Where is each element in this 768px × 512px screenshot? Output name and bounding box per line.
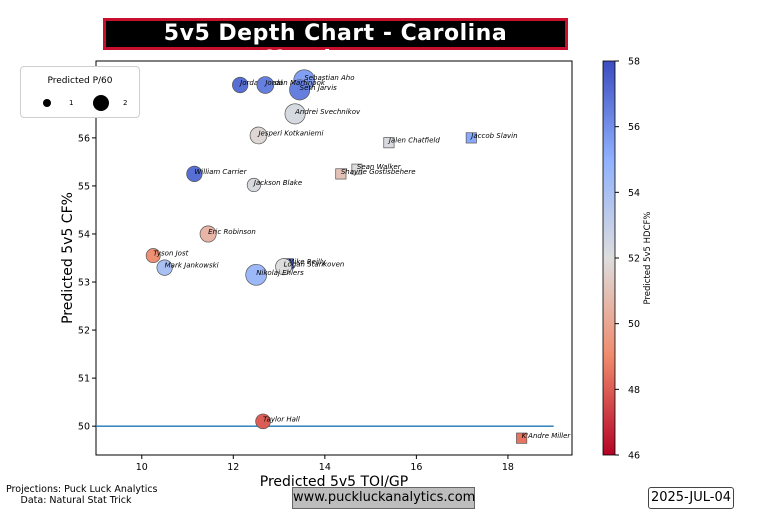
point-label-shayne-gostisbehere: Shayne Gostisbehere: [341, 168, 416, 176]
point-jalen-chatfield: [383, 137, 395, 149]
legend-marker-small: [43, 99, 51, 107]
colorbar-tick-label: 58: [628, 57, 640, 68]
point-label-jalen-chatfield: Jalen Chatfield: [387, 137, 440, 145]
colorbar-tick-label: 46: [628, 451, 640, 462]
y-tick-label: 52: [78, 326, 90, 337]
point-jordan-staal: [232, 76, 249, 94]
point-logan-stankoven: [275, 258, 293, 276]
website-badge[interactable]: www.puckluckanalytics.com: [292, 487, 475, 509]
point-nikolaj-ehlers: [245, 263, 268, 286]
point-mark-jankowski: [156, 259, 173, 276]
size-legend: Predicted P/60 1 2: [20, 66, 140, 118]
point-label-jordan-martinook: Jordan Martinook: [263, 79, 326, 87]
point-label-logan-stankoven: Logan Stankoven: [284, 261, 345, 269]
point-k-andre-miller: [516, 432, 528, 444]
y-axis-label: Predicted 5v5 CF%: [60, 192, 76, 324]
colorbar-tick-label: 50: [628, 319, 640, 330]
colorbar-tick-label: 48: [628, 385, 640, 396]
point-label-sebastian-aho: Sebastian Aho: [304, 74, 354, 82]
y-tick-label: 55: [78, 181, 90, 192]
point-label-william-carrier: William Carrier: [194, 168, 247, 176]
x-tick-label: 14: [319, 462, 331, 473]
colorbar-tick-label: 56: [628, 122, 640, 133]
y-tick-label: 56: [78, 133, 90, 144]
legend-label-small: 1: [69, 99, 74, 107]
plot-area: [95, 60, 573, 456]
y-tick-label: 54: [78, 229, 90, 240]
point-label-jaccob-slavin: Jaccob Slavin: [469, 132, 517, 140]
point-label-eric-robinson: Eric Robinson: [208, 228, 256, 236]
data-credit: Data: Natural Stat Trick: [20, 495, 132, 506]
point-label-andrei-svechnikov: Andrei Svechnikov: [294, 108, 361, 116]
legend-title: Predicted P/60: [47, 76, 113, 86]
point-label-k-andre-miller: K'Andre Miller: [522, 432, 572, 440]
point-jesperi-kotkaniemi: [249, 126, 268, 145]
y-tick-label: 50: [78, 422, 90, 433]
point-label-mike-reilly: Mike Reilly: [288, 258, 327, 266]
point-jaccob-slavin: [465, 132, 477, 144]
point-andrei-svechnikov: [284, 103, 306, 125]
date-badge: 2025-JUL-04: [648, 487, 734, 509]
point-label-seth-jarvis: Seth Jarvis: [300, 84, 337, 92]
point-william-carrier: [186, 165, 203, 183]
point-label-mark-jankowski: Mark Jankowski: [165, 262, 219, 270]
point-label-taylor-hall: Taylor Hall: [263, 415, 300, 423]
projections-credit: Projections: Puck Luck Analytics: [6, 484, 158, 495]
point-sean-walker: [351, 163, 363, 175]
point-label-jesperi-kotkaniemi: Jesperi Kotkaniemi: [256, 129, 323, 137]
point-seth-jarvis: [289, 79, 311, 101]
point-shayne-gostisbehere: [335, 168, 347, 180]
point-tyson-jost: [145, 248, 161, 264]
point-label-tyson-jost: Tyson Jost: [153, 250, 188, 258]
credits: Projections: Puck Luck Analytics Data: N…: [6, 484, 158, 506]
y-tick-label: 53: [78, 278, 90, 289]
point-jordan-martinook: [256, 76, 275, 94]
point-taylor-hall: [255, 413, 271, 430]
point-jackson-blake: [246, 177, 261, 193]
x-tick-label: 18: [502, 462, 514, 473]
y-tick-label: 51: [78, 374, 90, 385]
point-label-jackson-blake: Jackson Blake: [252, 179, 302, 187]
x-tick-label: 10: [136, 462, 148, 473]
point-label-sean-walker: Sean Walker: [357, 163, 402, 171]
point-eric-robinson: [199, 225, 217, 243]
x-tick-label: 16: [410, 462, 422, 473]
x-tick-label: 12: [227, 462, 239, 473]
legend-marker-large: [93, 95, 109, 111]
legend-label-large: 2: [123, 99, 128, 107]
colorbar-label: Predicted 5v5 HDCF%: [643, 212, 653, 305]
colorbar-tick-label: 52: [628, 254, 640, 265]
colorbar-tick-label: 54: [628, 188, 640, 199]
point-label-nikolaj-ehlers: Nikolaj Ehlers: [256, 269, 304, 277]
x-axis-label: Predicted 5v5 TOI/GP: [260, 474, 408, 490]
colorbar: [602, 60, 616, 456]
